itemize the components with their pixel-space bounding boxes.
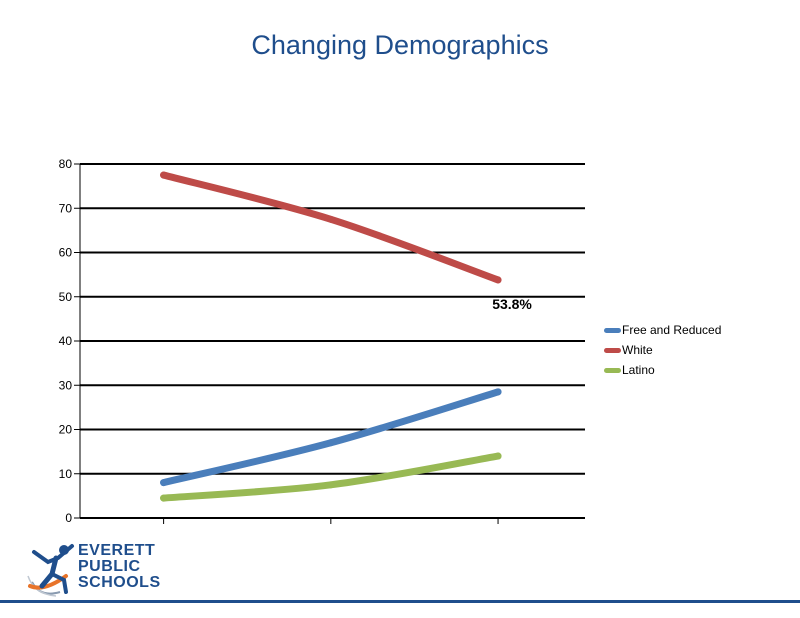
chart-legend: Free and Reduced White Latino xyxy=(604,320,721,380)
logo-wordmark: EVERETT PUBLIC SCHOOLS xyxy=(78,543,161,591)
legend-item-latino: Latino xyxy=(604,360,721,380)
y-tick-label-0: 0 xyxy=(65,511,72,525)
data-point-white-2 xyxy=(327,215,335,223)
data-label-white: 53.8% xyxy=(492,296,532,312)
legend-label-latino: Latino xyxy=(622,363,655,377)
data-point-latino-1 xyxy=(160,494,168,502)
data-point-latino-2 xyxy=(327,481,335,489)
data-point-free-and-reduced-3 xyxy=(494,388,502,396)
y-tick-label-20: 20 xyxy=(59,423,73,437)
legend-item-white: White xyxy=(604,340,721,360)
gridlines xyxy=(80,163,585,475)
legend-swatch-free-and-reduced xyxy=(604,327,621,333)
data-labels: 53.8% xyxy=(492,296,532,312)
y-tick-label-10: 10 xyxy=(59,467,73,481)
legend-swatch-latino xyxy=(604,367,621,373)
bottom-rule xyxy=(0,600,800,603)
running-figure-globe-icon xyxy=(27,544,74,597)
y-tick-labels: 0 10 20 30 40 50 60 70 80 xyxy=(59,157,73,525)
y-tick-label-40: 40 xyxy=(59,334,73,348)
everett-public-schools-logo: EVERETT PUBLIC SCHOOLS xyxy=(26,542,206,600)
series-line-white xyxy=(160,171,502,284)
series-line-latino xyxy=(160,452,502,502)
data-point-free-and-reduced-2 xyxy=(327,439,335,447)
legend-label-free-and-reduced: Free and Reduced xyxy=(622,323,722,337)
y-tick-label-60: 60 xyxy=(59,246,73,260)
logo-line-2: PUBLIC xyxy=(78,558,141,575)
legend-swatch-white xyxy=(604,347,621,353)
data-point-white-3 xyxy=(494,276,502,284)
data-point-free-and-reduced-1 xyxy=(160,479,168,487)
y-tick-label-80: 80 xyxy=(59,157,73,171)
logo-line-1: EVERETT xyxy=(78,542,156,559)
y-tick-label-50: 50 xyxy=(59,290,73,304)
legend-item-free-and-reduced: Free and Reduced xyxy=(604,320,721,340)
logo-line-3: SCHOOLS xyxy=(78,574,161,591)
axes xyxy=(74,163,585,524)
y-tick-label-30: 30 xyxy=(59,378,73,392)
series-line-free-and-reduced xyxy=(160,388,502,487)
series-lines xyxy=(160,171,502,502)
legend-label-white: White xyxy=(622,343,653,357)
slide-title: Changing Demographics xyxy=(251,30,549,60)
y-tick-label-70: 70 xyxy=(59,201,73,215)
data-point-white-1 xyxy=(160,171,168,179)
data-point-latino-3 xyxy=(494,452,502,460)
